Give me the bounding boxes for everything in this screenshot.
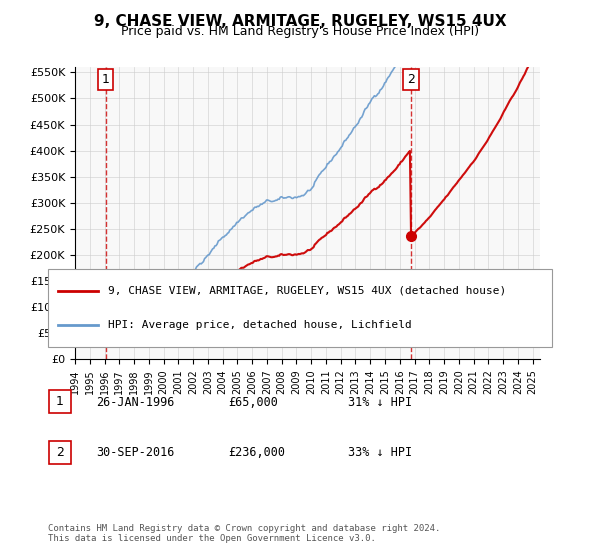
Text: Contains HM Land Registry data © Crown copyright and database right 2024.
This d: Contains HM Land Registry data © Crown c… [48,524,440,543]
Text: £236,000: £236,000 [228,446,285,459]
Text: 2: 2 [407,73,415,86]
Text: Price paid vs. HM Land Registry's House Price Index (HPI): Price paid vs. HM Land Registry's House … [121,25,479,38]
Text: 1: 1 [101,73,109,86]
FancyBboxPatch shape [49,390,71,413]
Text: 9, CHASE VIEW, ARMITAGE, RUGELEY, WS15 4UX: 9, CHASE VIEW, ARMITAGE, RUGELEY, WS15 4… [94,14,506,29]
FancyBboxPatch shape [49,441,71,464]
Text: £65,000: £65,000 [228,395,278,409]
Text: 31% ↓ HPI: 31% ↓ HPI [348,395,412,409]
Text: 30-SEP-2016: 30-SEP-2016 [96,446,175,459]
Text: 9, CHASE VIEW, ARMITAGE, RUGELEY, WS15 4UX (detached house): 9, CHASE VIEW, ARMITAGE, RUGELEY, WS15 4… [109,286,507,296]
Text: 33% ↓ HPI: 33% ↓ HPI [348,446,412,459]
Text: HPI: Average price, detached house, Lichfield: HPI: Average price, detached house, Lich… [109,320,412,330]
Text: 26-JAN-1996: 26-JAN-1996 [96,395,175,409]
Text: 2: 2 [56,446,64,459]
FancyBboxPatch shape [48,269,552,347]
Text: 1: 1 [56,395,64,408]
